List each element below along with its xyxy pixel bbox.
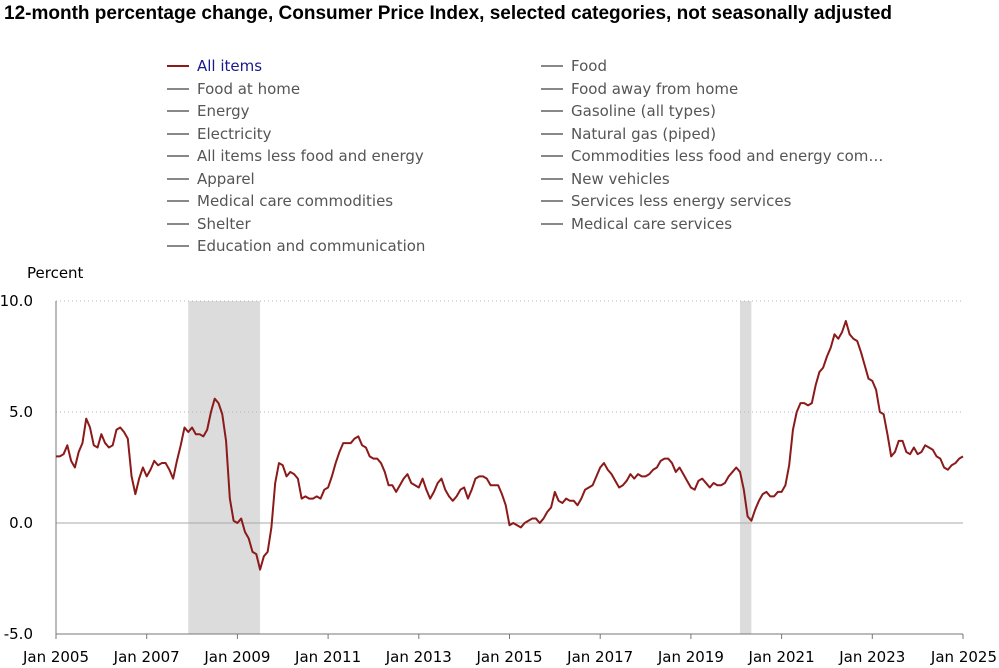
legend-swatch xyxy=(541,200,563,202)
legend-label: Energy xyxy=(197,102,250,120)
legend-swatch xyxy=(167,65,189,67)
legend-label: Food xyxy=(571,57,607,75)
legend-swatch xyxy=(541,177,563,180)
x-tick-label: Jan 2017 xyxy=(566,648,633,666)
legend-swatch xyxy=(541,222,563,225)
legend-label: Apparel xyxy=(197,169,255,188)
legend-label: Medical care commodities xyxy=(197,192,394,210)
legend-label: Gasoline (all types) xyxy=(571,102,716,120)
legend-label: Food at home xyxy=(197,79,301,98)
x-tick-label: Jan 2019 xyxy=(657,648,724,666)
legend-swatch xyxy=(541,132,563,135)
legend-swatch xyxy=(541,65,563,67)
y-axis-title: Percent xyxy=(27,264,84,282)
y-tick-label: 10.0 xyxy=(0,292,33,310)
legend-swatch xyxy=(167,200,189,202)
x-tick-label: Jan 2025 xyxy=(930,648,997,666)
legend-swatch xyxy=(167,177,189,180)
legend-label: Medical care services xyxy=(571,214,733,233)
x-tick-label: Jan 2005 xyxy=(22,648,89,666)
x-tick-label: Jan 2013 xyxy=(385,648,452,666)
legend-swatch xyxy=(167,155,189,157)
legend-label: All items less food and energy xyxy=(197,147,424,165)
legend-swatch xyxy=(167,87,189,90)
recession-band xyxy=(740,301,752,634)
y-tick-label: -5.0 xyxy=(4,625,33,643)
legend-label: Services less energy services xyxy=(571,192,792,210)
legend-swatch xyxy=(541,155,563,157)
legend-label: Food away from home xyxy=(571,79,739,98)
legend-label: New vehicles xyxy=(571,169,670,188)
legend-swatch xyxy=(541,87,563,90)
legend-label: Commodities less food and energy com… xyxy=(571,147,884,165)
legend-swatch xyxy=(167,222,189,225)
x-tick-label: Jan 2007 xyxy=(113,648,180,666)
x-tick-label: Jan 2009 xyxy=(203,648,270,666)
legend-label: Electricity xyxy=(197,124,272,143)
legend-swatch xyxy=(167,245,189,247)
x-tick-label: Jan 2015 xyxy=(475,648,542,666)
series-line-all-items xyxy=(56,319,964,571)
legend-swatch xyxy=(167,132,189,135)
legend-label: Education and communication xyxy=(197,237,426,255)
legend-label: Shelter xyxy=(197,214,251,233)
x-tick-label: Jan 2023 xyxy=(838,648,905,666)
legend-label: All items xyxy=(197,57,263,75)
y-tick-label: 0.0 xyxy=(9,514,33,532)
x-tick-label: Jan 2021 xyxy=(748,648,815,666)
y-tick-label: 5.0 xyxy=(9,403,33,421)
legend-swatch xyxy=(541,110,563,112)
recession-band xyxy=(188,301,261,634)
chart-title: 12-month percentage change, Consumer Pri… xyxy=(4,3,893,24)
x-tick-label: Jan 2011 xyxy=(294,648,361,666)
legend-swatch xyxy=(167,110,189,112)
legend-label: Natural gas (piped) xyxy=(571,124,717,143)
